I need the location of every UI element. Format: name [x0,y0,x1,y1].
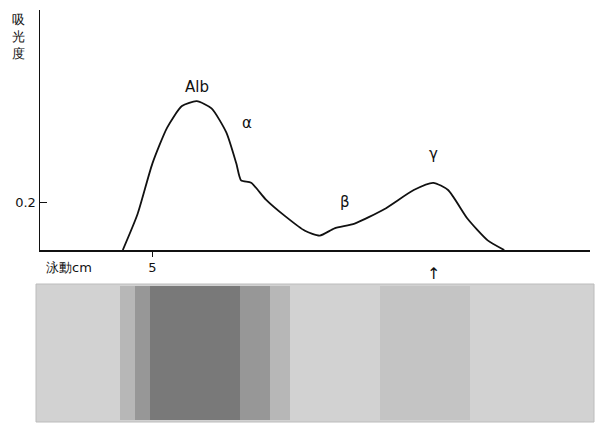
svg-text:5: 5 [148,260,156,275]
svg-text:γ: γ [429,145,438,163]
svg-text:α: α [242,114,252,132]
svg-text:吸光度: 吸光度 [12,12,25,61]
svg-text:泳動cm: 泳動cm [46,260,92,275]
svg-text:0.2: 0.2 [15,195,36,210]
svg-text:↑: ↑ [427,264,440,283]
svg-text:Alb: Alb [185,78,209,96]
svg-text:β: β [340,193,350,211]
